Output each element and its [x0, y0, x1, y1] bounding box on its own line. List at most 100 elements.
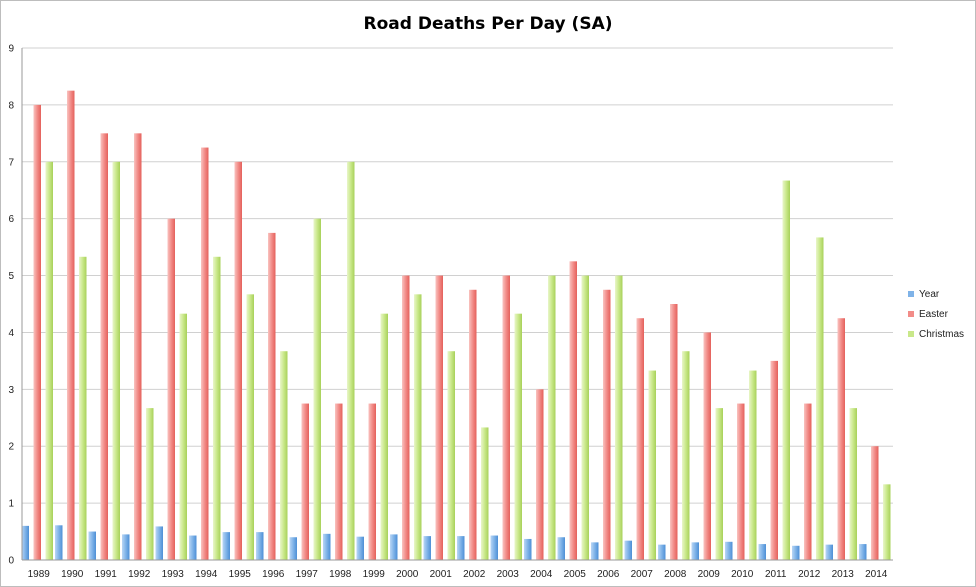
bar-year-1999 — [356, 536, 364, 560]
y-tick-label: 6 — [8, 214, 14, 225]
bar-easter-1989 — [33, 104, 41, 560]
y-tick-label: 5 — [8, 271, 14, 282]
chart-title: Road Deaths Per Day (SA) — [363, 14, 613, 34]
y-tick-label: 9 — [8, 44, 14, 55]
bar-christmas-1990 — [79, 256, 87, 560]
bar-year-2014 — [859, 544, 867, 560]
bar-christmas-2010 — [749, 370, 757, 560]
y-tick-label: 2 — [8, 442, 14, 453]
bar-christmas-2012 — [816, 237, 824, 560]
bar-easter-1995 — [234, 161, 242, 560]
x-tick-label: 1999 — [363, 569, 386, 580]
legend-swatch — [908, 311, 914, 317]
x-tick-label: 2003 — [497, 569, 520, 580]
bar-year-2006 — [591, 542, 599, 560]
bar-year-1993 — [155, 526, 163, 560]
bar-year-2013 — [825, 544, 833, 560]
legend-swatch — [908, 291, 914, 297]
x-tick-label: 2014 — [865, 569, 888, 580]
bar-year-1996 — [256, 532, 264, 560]
bar-year-2005 — [557, 537, 565, 560]
x-tick-label: 2005 — [564, 569, 587, 580]
bar-year-2007 — [624, 540, 632, 560]
bar-year-1992 — [122, 534, 130, 560]
bar-christmas-2002 — [481, 427, 489, 560]
bar-christmas-1996 — [280, 351, 288, 560]
x-tick-label: 1998 — [329, 569, 352, 580]
bar-year-1989 — [21, 525, 29, 560]
bar-easter-1997 — [301, 403, 309, 560]
bar-year-2003 — [490, 535, 498, 560]
bar-easter-2003 — [502, 275, 510, 560]
x-tick-label: 2004 — [530, 569, 553, 580]
bar-easter-2008 — [670, 304, 678, 560]
x-tick-label: 2007 — [631, 569, 654, 580]
bar-easter-1994 — [201, 147, 209, 561]
bar-year-1997 — [289, 537, 297, 560]
x-tick-label: 2011 — [765, 569, 787, 580]
bar-year-2010 — [725, 541, 733, 560]
x-tick-label: 2006 — [597, 569, 620, 580]
bar-easter-1990 — [67, 90, 75, 561]
x-tick-label: 2009 — [698, 569, 721, 580]
x-tick-label: 1995 — [229, 569, 252, 580]
bar-easter-1998 — [335, 403, 343, 560]
bar-christmas-1989 — [45, 161, 53, 560]
y-tick-label: 8 — [8, 100, 14, 111]
bar-easter-2011 — [770, 360, 778, 560]
x-tick-label: 2013 — [832, 569, 855, 580]
bar-year-2000 — [390, 534, 398, 560]
legend-item-christmas: Christmas — [908, 324, 964, 344]
bar-year-2002 — [457, 536, 465, 560]
y-tick-label: 1 — [8, 499, 14, 510]
legend-label: Year — [919, 288, 940, 300]
bar-christmas-2003 — [514, 313, 522, 560]
bar-easter-2004 — [536, 389, 544, 560]
legend: Year Easter Christmas — [908, 284, 964, 344]
bar-easter-2001 — [435, 275, 443, 560]
bar-easter-2009 — [703, 332, 711, 560]
bar-christmas-1993 — [179, 313, 187, 560]
bar-year-1995 — [222, 532, 230, 560]
bar-christmas-2005 — [581, 275, 589, 560]
bar-christmas-2014 — [883, 484, 891, 560]
x-tick-label: 1990 — [61, 569, 84, 580]
bar-easter-1992 — [134, 133, 142, 561]
bar-year-2012 — [792, 545, 800, 560]
bar-year-2009 — [691, 542, 699, 560]
bar-easter-2013 — [837, 318, 845, 560]
bar-christmas-2013 — [849, 408, 857, 560]
y-tick-label: 0 — [8, 556, 14, 567]
bar-christmas-2004 — [548, 275, 556, 560]
x-tick-label: 1991 — [95, 569, 118, 580]
x-tick-label: 2001 — [430, 569, 453, 580]
x-tick-label: 2000 — [396, 569, 419, 580]
bar-christmas-1995 — [246, 294, 254, 560]
y-tick-label: 7 — [8, 157, 14, 168]
bar-christmas-1992 — [146, 408, 154, 560]
bar-year-1990 — [55, 525, 63, 560]
x-tick-label: 1996 — [262, 569, 285, 580]
x-tick-label: 2012 — [798, 569, 821, 580]
bar-year-1994 — [189, 535, 197, 560]
bar-year-2004 — [524, 538, 532, 560]
x-tick-label: 1989 — [28, 569, 51, 580]
bar-christmas-2009 — [715, 408, 723, 560]
x-tick-label: 1997 — [296, 569, 319, 580]
bar-easter-1993 — [167, 218, 175, 560]
legend-swatch — [908, 331, 914, 337]
bar-easter-2010 — [737, 403, 745, 560]
y-tick-label: 3 — [8, 385, 14, 396]
bar-year-2001 — [423, 536, 431, 560]
legend-label: Christmas — [919, 328, 965, 340]
bar-easter-2014 — [871, 446, 879, 560]
bar-christmas-2007 — [648, 370, 656, 560]
bar-year-1991 — [88, 531, 96, 560]
bar-easter-2007 — [636, 318, 644, 560]
bar-year-2011 — [758, 544, 766, 560]
legend-label: Easter — [919, 308, 948, 320]
bar-year-1998 — [323, 533, 331, 560]
bar-easter-1999 — [368, 403, 376, 560]
bar-christmas-2001 — [447, 351, 455, 560]
